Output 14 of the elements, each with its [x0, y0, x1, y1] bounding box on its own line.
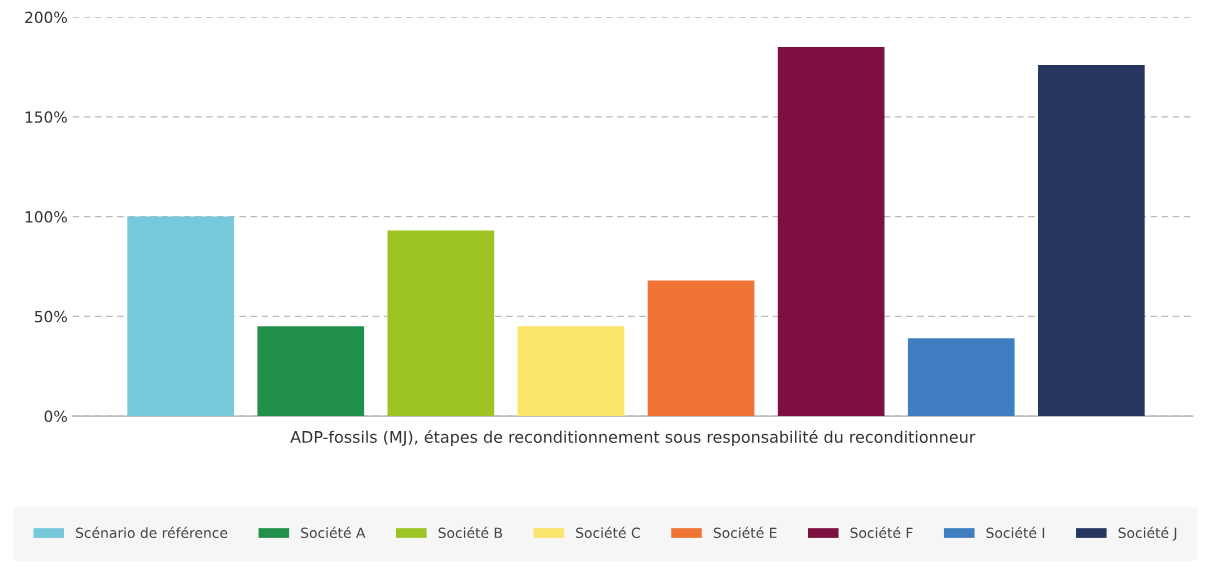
legend-label: Société F	[850, 526, 913, 539]
legend-label: Scénario de référence	[76, 526, 228, 539]
y-tick-label: 100%	[25, 211, 67, 223]
legend-label: Société E	[713, 526, 777, 539]
legend-label: Société A	[301, 526, 366, 539]
y-tick-label: 150%	[25, 111, 67, 123]
x-axis-title: ADP-fossils (MJ), étapes de reconditionnement sous responsabilité du reconditionneur	[290, 429, 976, 447]
legend-label: Société C	[576, 526, 640, 539]
y-tick-label: 50%	[35, 310, 67, 323]
legend-label: Société I	[986, 526, 1045, 539]
legend-label: Société J	[1118, 526, 1177, 541]
y-tick-label: 0%	[44, 410, 67, 423]
legend-label: Société B	[438, 526, 502, 539]
y-tick-label: 200%	[25, 11, 67, 24]
